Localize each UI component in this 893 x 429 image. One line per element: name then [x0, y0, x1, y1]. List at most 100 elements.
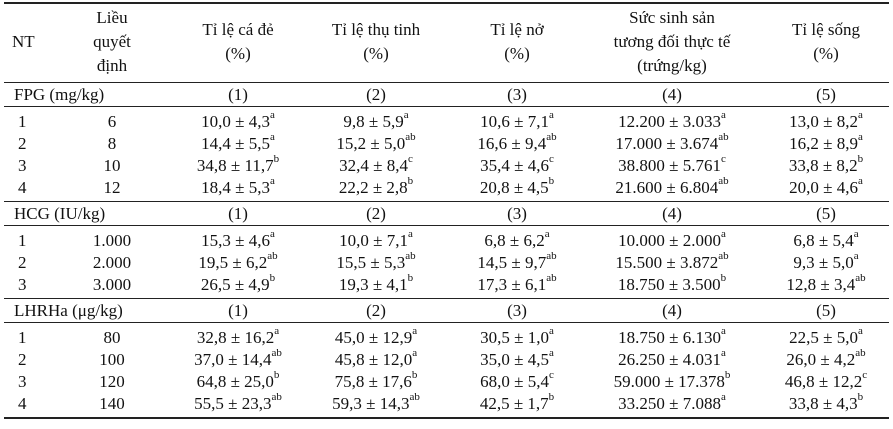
header-text: (%): [225, 44, 251, 63]
table-cell: 10,0 ± 4,3a: [201, 109, 275, 132]
table-cell: 33,8 ± 8,2b: [788, 153, 864, 176]
cell-superscript: a: [412, 325, 418, 338]
row-number: 2: [18, 134, 27, 153]
table-cell: 6,8 ± 6,2a: [484, 228, 550, 251]
table-cell: 38.800 ± 5.761c: [618, 154, 726, 176]
cell-superscript: a: [274, 325, 280, 338]
cell-superscript: a: [548, 325, 554, 338]
cell-value: 59,3 ± 14,3: [332, 394, 410, 413]
table-cell: 14,5 ± 9,7ab: [477, 251, 556, 273]
column-number: (1): [228, 85, 248, 104]
cell-value: 15,3 ± 4,6: [201, 231, 270, 250]
section-label: FPG (mg/kg): [14, 85, 105, 104]
table-cell: 15.500 ± 3.872ab: [615, 250, 729, 273]
cell-superscript: ab: [718, 175, 729, 188]
cell-superscript: ab: [409, 391, 420, 404]
cell-value: 16,6 ± 9,4: [477, 134, 547, 153]
cell-value: 13,0 ± 8,2: [789, 112, 858, 131]
dose: 12: [103, 178, 121, 197]
cell-superscript: a: [857, 325, 863, 338]
column-number: (1): [228, 301, 248, 320]
table-cell: 19,3 ± 4,1b: [339, 273, 413, 295]
cell-superscript: a: [544, 228, 550, 241]
header-text: Tỉ lệ sống: [792, 20, 860, 39]
table-cell: 20,8 ± 4,5b: [480, 176, 554, 198]
cell-superscript: ab: [855, 272, 866, 285]
table-cell: 30,5 ± 1,0a: [480, 325, 554, 348]
header-text: quyết: [93, 32, 131, 51]
dose: 80: [103, 328, 121, 347]
cell-superscript: a: [269, 109, 275, 122]
table-cell: 22,5 ± 5,0a: [789, 325, 863, 348]
dose: 100: [99, 350, 125, 369]
cell-superscript: ab: [718, 250, 729, 263]
cell-value: 15.500 ± 3.872: [615, 253, 719, 272]
table-cell: 55,5 ± 23,3ab: [194, 391, 282, 414]
table-cell: 59,3 ± 14,3ab: [332, 391, 420, 414]
table-cell: 15,2 ± 5,0ab: [336, 131, 416, 154]
cell-superscript: a: [857, 109, 863, 122]
cell-value: 45,8 ± 12,0: [334, 350, 413, 369]
cell-superscript: c: [407, 153, 413, 166]
column-number: (4): [662, 301, 682, 320]
cell-superscript: b: [857, 153, 864, 166]
cell-value: 33,8 ± 4,3: [788, 394, 858, 413]
cell-value: 37,0 ± 14,4: [194, 350, 272, 369]
cell-value: 64,8 ± 25,0: [196, 372, 274, 391]
table-cell: 32,8 ± 16,2a: [196, 325, 280, 348]
dose: 140: [99, 394, 125, 413]
table-cell: 26.250 ± 4.031a: [618, 348, 726, 370]
header-text: Tỉ lệ thụ tinh: [331, 20, 421, 39]
row-number: 3: [18, 372, 27, 391]
cell-value: 35,0 ± 4,5: [480, 350, 549, 369]
table-cell: 68,0 ± 5,4c: [480, 370, 554, 392]
cell-superscript: a: [412, 347, 418, 360]
cell-superscript: a: [857, 131, 863, 144]
cell-value: 12.200 ± 3.033: [618, 112, 721, 131]
cell-superscript: b: [269, 272, 276, 285]
cell-value: 14,5 ± 9,7: [477, 253, 547, 272]
cell-value: 34,8 ± 11,7: [196, 156, 274, 175]
cell-value: 17,3 ± 6,1: [477, 275, 547, 294]
cell-value: 35,4 ± 4,6: [480, 156, 549, 175]
table-cell: 9,3 ± 5,0a: [793, 250, 859, 273]
section-label: HCG (IU/kg): [14, 204, 106, 223]
header-text: (%): [504, 44, 530, 63]
cell-value: 26.250 ± 4.031: [618, 350, 721, 369]
column-number: (3): [507, 85, 527, 104]
cell-superscript: c: [862, 369, 868, 382]
cell-value: 15,5 ± 5,3: [336, 253, 406, 272]
table-cell: 15,3 ± 4,6a: [201, 229, 275, 251]
table-cell: 9,8 ± 5,9a: [343, 110, 408, 132]
table-cell: 16,6 ± 9,4ab: [477, 132, 556, 154]
cell-value: 26,5 ± 4,9: [200, 275, 270, 294]
cell-value: 10,6 ± 7,1: [480, 112, 549, 131]
cell-superscript: ab: [718, 131, 729, 144]
cell-superscript: a: [853, 250, 859, 263]
cell-superscript: ab: [405, 131, 416, 144]
table-cell: 10,6 ± 7,1a: [480, 110, 554, 132]
cell-value: 21.600 ± 6.804: [615, 178, 719, 197]
dose: 120: [99, 372, 125, 391]
cell-superscript: ab: [271, 391, 282, 404]
cell-superscript: ab: [271, 347, 282, 360]
cell-superscript: b: [857, 391, 864, 404]
rule: [4, 82, 889, 83]
cell-value: 32,8 ± 16,2: [196, 328, 275, 347]
cell-superscript: b: [720, 272, 727, 285]
cell-superscript: a: [853, 228, 859, 241]
table-cell: 34,8 ± 11,7b: [196, 154, 279, 176]
cell-value: 33.250 ± 7.088: [618, 394, 721, 413]
cell-value: 33,8 ± 8,2: [788, 156, 858, 175]
cell-superscript: ab: [267, 250, 278, 263]
header-text: tương đối thực tế: [613, 32, 731, 51]
column-number: (3): [507, 204, 527, 223]
row-number: 4: [18, 178, 27, 197]
table-cell: 12,8 ± 3,4ab: [786, 272, 866, 295]
cell-value: 9,3 ± 5,0: [793, 253, 854, 272]
header-text: Sức sinh sản: [629, 8, 715, 27]
dose: 6: [107, 112, 117, 131]
table-cell: 64,8 ± 25,0b: [196, 370, 280, 392]
cell-superscript: a: [407, 228, 413, 241]
table-cell: 33,8 ± 4,3b: [788, 391, 864, 414]
